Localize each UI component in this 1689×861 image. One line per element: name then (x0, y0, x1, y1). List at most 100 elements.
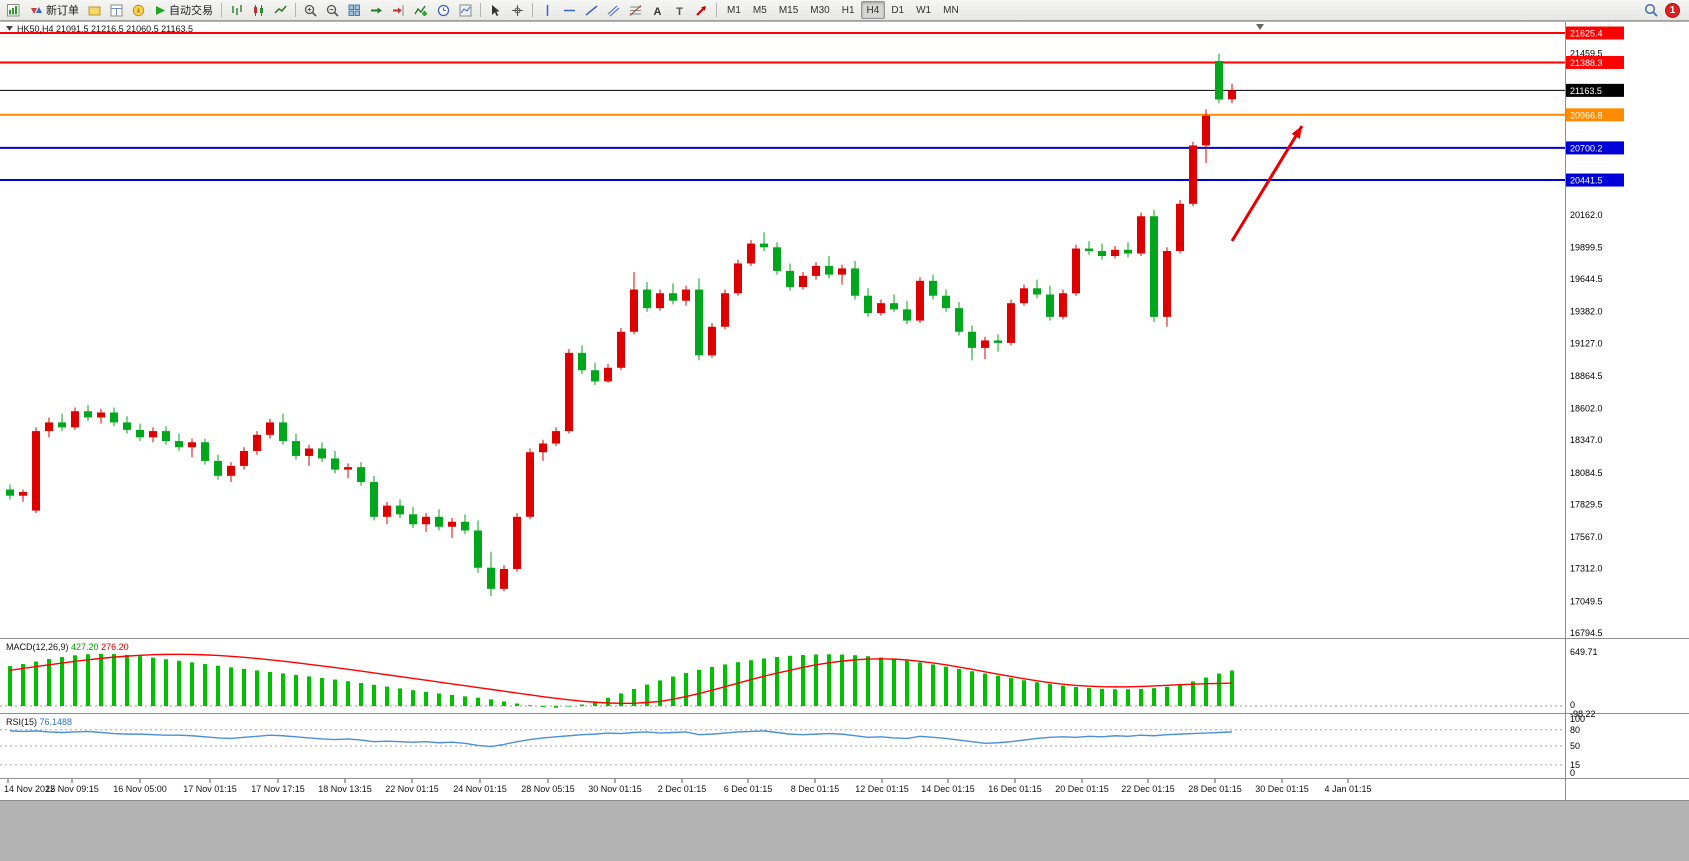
svg-text:18084.5: 18084.5 (1570, 468, 1603, 478)
horizontal-line-tool-button[interactable] (559, 1, 580, 19)
svg-text:14 Nov 2022: 14 Nov 2022 (4, 784, 55, 794)
vertical-line-tool-button[interactable] (537, 1, 558, 19)
timeframe-button-h4[interactable]: H4 (860, 1, 886, 19)
bar-chart-icon (232, 4, 242, 15)
svg-text:30 Dec 01:15: 30 Dec 01:15 (1255, 784, 1309, 794)
timeframe-button-d1[interactable]: D1 (891, 4, 905, 16)
search-button[interactable] (1640, 1, 1662, 19)
zoom-out-button[interactable] (322, 1, 343, 19)
cursor-button[interactable] (485, 1, 506, 19)
timeframe-button-m15[interactable]: M15 (778, 4, 799, 16)
svg-text:19382.0: 19382.0 (1570, 307, 1603, 317)
panel-separators (0, 22, 1689, 800)
zoom-out-icon (326, 4, 339, 17)
svg-text:17312.0: 17312.0 (1570, 564, 1603, 574)
horizontal-level-lines (0, 32, 1565, 182)
templates-button[interactable] (455, 1, 476, 19)
timeframe-button-mn[interactable]: MN (943, 4, 959, 16)
timeframe-button-w1[interactable]: W1 (916, 4, 932, 16)
label-tool-icon: T (676, 6, 683, 17)
svg-text:6 Dec 01:15: 6 Dec 01:15 (724, 784, 773, 794)
line-chart-button[interactable] (270, 1, 291, 19)
autotrading-icon (156, 5, 165, 15)
svg-text:8 Dec 01:15: 8 Dec 01:15 (791, 784, 840, 794)
search-icon (1644, 3, 1658, 17)
svg-text:22 Dec 01:15: 22 Dec 01:15 (1121, 784, 1175, 794)
indicators-button[interactable] (410, 1, 432, 19)
svg-text:20966.8: 20966.8 (1570, 110, 1603, 120)
svg-text:16794.5: 16794.5 (1570, 628, 1603, 638)
chart-background (0, 22, 1689, 800)
macd-panel: MACD(12,26,9) 427.20 276.20 649.71 0-98.22 (0, 642, 1598, 719)
periods-button[interactable] (433, 1, 454, 19)
svg-text:HK50,H4 21091.5 21216.5 21060: HK50,H4 21091.5 21216.5 21060.5 21163.5 (17, 24, 193, 34)
svg-text:14 Dec 01:15: 14 Dec 01:15 (921, 784, 975, 794)
auto-scroll-button[interactable] (366, 1, 387, 19)
window-background (0, 800, 1689, 861)
autotrading-button[interactable]: 自动交易 (150, 1, 217, 19)
svg-text:21388.3: 21388.3 (1570, 58, 1603, 68)
market-watch-button[interactable] (106, 1, 127, 19)
svg-text:20700.2: 20700.2 (1570, 143, 1603, 153)
svg-text:22 Nov 01:15: 22 Nov 01:15 (385, 784, 439, 794)
svg-text:30 Nov 01:15: 30 Nov 01:15 (588, 784, 642, 794)
fibonacci-tool-button[interactable] (625, 1, 646, 19)
svg-text:16 Nov 05:00: 16 Nov 05:00 (113, 784, 167, 794)
new-order-button[interactable]: 新订单 (26, 1, 83, 19)
timeframe-group: M1 M5 M15 M30 H1 H4 D1 W1 MN (721, 1, 965, 19)
svg-text:4 Jan 01:15: 4 Jan 01:15 (1324, 784, 1371, 794)
trend-arrow (1230, 125, 1304, 242)
zoom-in-icon (304, 4, 317, 17)
autotrading-label: 自动交易 (169, 5, 213, 17)
svg-text:19127.0: 19127.0 (1570, 338, 1603, 348)
profiles-button[interactable] (84, 1, 105, 19)
svg-text:19899.5: 19899.5 (1570, 242, 1603, 252)
fibonacci-icon (629, 4, 642, 16)
svg-text:17829.5: 17829.5 (1570, 499, 1603, 509)
toolbar-separator (716, 3, 717, 17)
svg-text:50: 50 (1570, 741, 1580, 751)
label-tool-button[interactable]: T (669, 1, 690, 19)
navigator-button[interactable] (128, 1, 149, 19)
main-toolbar: 新订单 自动交易 (0, 0, 1689, 21)
new-order-icon (31, 6, 42, 14)
svg-text:18347.0: 18347.0 (1570, 435, 1603, 445)
chart-shift-marker (1256, 24, 1264, 30)
svg-text:21625.4: 21625.4 (1570, 29, 1603, 39)
text-tool-button[interactable]: A (647, 1, 668, 19)
line-chart-icon (274, 5, 287, 14)
new-chart-button[interactable] (3, 1, 25, 19)
svg-text:28 Nov 05:15: 28 Nov 05:15 (521, 784, 575, 794)
tile-windows-button[interactable] (344, 1, 365, 19)
toolbar-separator (295, 3, 296, 17)
vertical-line-icon (546, 4, 549, 16)
timeframe-button-m1[interactable]: M1 (727, 4, 741, 16)
notification-badge[interactable]: 1 (1665, 2, 1680, 18)
horizontal-line-icon (564, 9, 575, 11)
zoom-in-button[interactable] (300, 1, 321, 19)
svg-text:21459.5: 21459.5 (1570, 49, 1603, 59)
svg-text:MACD(12,26,9) 427.20 276.20: MACD(12,26,9) 427.20 276.20 (6, 642, 129, 652)
arrows-tool-button[interactable] (691, 1, 712, 19)
bar-chart-button[interactable] (226, 1, 247, 19)
chart-canvas[interactable]: HK50,H4 21091.5 21216.5 21060.5 21163.5 M… (0, 22, 1689, 800)
timeframe-button-m5[interactable]: M5 (752, 4, 767, 16)
trendline-tool-button[interactable] (581, 1, 602, 19)
timeframe-button-m30[interactable]: M30 (810, 4, 830, 16)
svg-text:2 Dec 01:15: 2 Dec 01:15 (658, 784, 707, 794)
candlestick-chart-button[interactable] (248, 1, 269, 19)
svg-text:RSI(15) 76.1488: RSI(15) 76.1488 (6, 717, 72, 727)
indicators-icon (414, 5, 427, 16)
svg-text:-98.22: -98.22 (1570, 709, 1596, 719)
svg-text:15: 15 (1570, 760, 1580, 770)
svg-text:80: 80 (1570, 725, 1580, 735)
svg-text:17 Nov 17:15: 17 Nov 17:15 (251, 784, 305, 794)
crosshair-button[interactable] (507, 1, 528, 19)
timeframe-button-h1[interactable]: H1 (841, 4, 855, 16)
svg-text:T: T (676, 6, 683, 17)
arrow-tool-icon (696, 5, 706, 16)
chart-shift-button[interactable] (388, 1, 409, 19)
channel-tool-button[interactable] (603, 1, 624, 19)
